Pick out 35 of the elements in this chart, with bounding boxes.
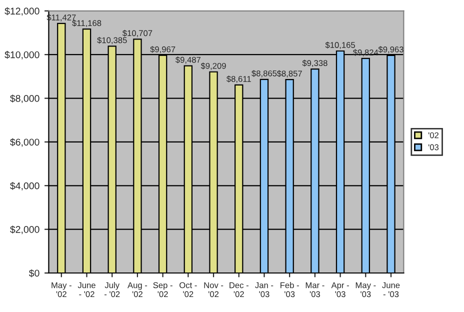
x-tick-label: June - '03: [382, 282, 400, 298]
x-tick-label: Oct - '02: [180, 282, 197, 298]
data-label: $10,707: [122, 30, 152, 38]
y-tick-label: $6,000: [10, 138, 40, 147]
legend-label: '03: [428, 144, 439, 150]
x-tick-label: Sep - '02: [153, 282, 172, 298]
y-tick-label: $4,000: [10, 182, 40, 190]
x-tick-label: Mar - '03: [306, 282, 324, 298]
data-label: $10,165: [325, 42, 356, 49]
data-label: $8,611: [226, 76, 251, 83]
x-tick-label: May - '02: [52, 282, 72, 298]
data-label: $9,209: [200, 62, 226, 70]
data-label: $11,168: [72, 20, 102, 28]
data-label: $9,963: [378, 46, 404, 54]
data-label: $9,487: [176, 56, 200, 64]
legend-label: '02: [428, 132, 439, 138]
x-tick-label: June - '02: [78, 282, 96, 298]
data-label: $8,857: [276, 70, 302, 78]
x-tick-label: Nov - '02: [204, 282, 224, 298]
y-tick-label: $0: [28, 269, 40, 278]
data-label: $8,865: [252, 70, 277, 78]
x-tick-label: Dec - '02: [230, 282, 248, 298]
x-tick-label: July - '02: [104, 282, 120, 298]
data-label: $9,338: [302, 60, 328, 68]
x-tick-label: May - '03: [356, 282, 376, 298]
x-tick-label: Feb - '03: [280, 282, 299, 298]
y-tick-label: $12,000: [4, 7, 40, 16]
data-label: $10,385: [97, 36, 127, 44]
y-tick-label: $10,000: [4, 50, 40, 60]
x-tick-label: Apr - '03: [331, 282, 349, 298]
data-label: $9,967: [150, 46, 176, 54]
x-tick-label: Aug - '02: [128, 282, 148, 298]
y-tick-label: $8,000: [10, 94, 40, 104]
x-tick-label: Jan - '03: [255, 282, 274, 298]
y-tick-label: $2,000: [10, 226, 40, 234]
